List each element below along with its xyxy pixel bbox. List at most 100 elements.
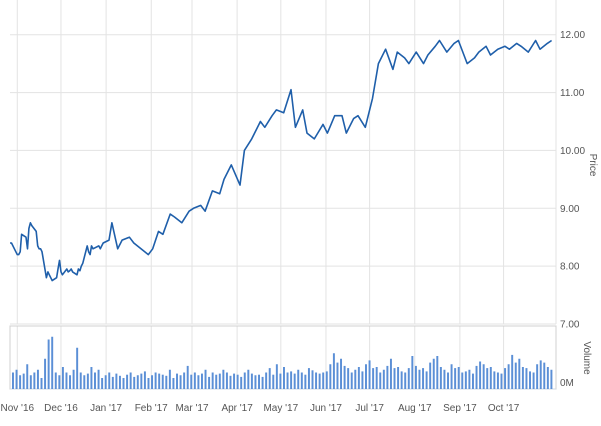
volume-bar: [504, 368, 507, 389]
volume-bar: [318, 373, 321, 389]
volume-bar: [389, 358, 392, 389]
volume-bars: [12, 336, 553, 389]
volume-bar: [154, 372, 157, 389]
volume-bar: [304, 374, 307, 389]
volume-bar: [265, 372, 268, 389]
volume-bar: [315, 372, 318, 389]
volume-bar: [290, 371, 293, 389]
volume-bar: [329, 364, 332, 389]
volume-bar: [200, 373, 203, 389]
volume-bar: [365, 364, 367, 389]
volume-bar: [179, 375, 182, 389]
volume-bar: [193, 372, 196, 389]
volume-bar: [297, 369, 300, 389]
volume-bar: [529, 371, 531, 389]
volume-bar: [286, 372, 289, 389]
volume-bar: [12, 372, 14, 389]
volume-bar: [272, 374, 275, 389]
volume-bar: [479, 361, 482, 389]
volume-bar: [525, 368, 528, 389]
volume-bar: [83, 375, 86, 389]
volume-bar: [372, 368, 375, 389]
volume-bar: [464, 371, 467, 389]
x-tick-label: Sep '17: [443, 403, 477, 414]
price-y-tick-label: 10.00: [560, 146, 585, 157]
volume-bar: [40, 378, 43, 389]
price-y-tick-label: 11.00: [560, 88, 585, 99]
volume-bar: [168, 369, 171, 389]
volume-bar: [432, 358, 435, 389]
volume-bar: [514, 362, 517, 389]
volume-bar: [275, 364, 278, 389]
volume-bar: [489, 367, 492, 389]
volume-bar: [190, 374, 193, 389]
volume-bar: [379, 372, 382, 389]
volume-bar: [197, 375, 200, 389]
volume-bar: [425, 371, 428, 389]
volume-bar: [468, 369, 471, 389]
volume-bar: [44, 358, 47, 389]
volume-bar: [439, 367, 442, 389]
volume-bar: [471, 373, 474, 389]
volume-bar: [543, 362, 546, 389]
volume-bar: [507, 364, 510, 389]
volume-bar: [215, 374, 218, 389]
volume-bar: [126, 374, 129, 389]
x-tick-label: Aug '17: [398, 403, 432, 414]
volume-bar: [176, 373, 178, 389]
volume-bar: [222, 369, 225, 389]
price-grid: [10, 0, 557, 325]
volume-bar: [33, 372, 36, 389]
volume-bar: [225, 372, 228, 389]
volume-bar: [518, 358, 521, 389]
volume-bar: [325, 371, 328, 389]
volume-bar: [240, 376, 243, 389]
price-y-tick-label: 7.00: [560, 320, 580, 331]
volume-bar: [133, 376, 136, 389]
volume-bar: [158, 373, 161, 389]
volume-bar: [233, 373, 236, 389]
price-line: [10, 39, 553, 282]
volume-bar: [258, 374, 260, 389]
x-tick-label: Mar '17: [175, 403, 208, 414]
volume-bar: [279, 373, 282, 389]
volume-bar: [382, 369, 385, 389]
volume-bar: [486, 368, 489, 389]
volume-bar: [311, 370, 314, 389]
volume-bar: [19, 375, 22, 389]
volume-bar: [47, 339, 50, 389]
volume-bar: [422, 368, 425, 389]
volume-bar: [147, 378, 150, 389]
volume-bar: [186, 365, 189, 389]
volume-bar: [54, 372, 57, 389]
volume-bar: [532, 372, 535, 389]
volume-bar: [457, 367, 460, 389]
volume-bar: [443, 369, 446, 389]
volume-bar: [436, 356, 439, 389]
volume-bar: [400, 371, 403, 389]
volume-bar: [26, 364, 29, 389]
volume-bar: [129, 372, 132, 389]
volume-bar: [521, 367, 524, 389]
volume-bar: [307, 368, 310, 389]
x-tick-label: Jul '17: [355, 403, 384, 414]
volume-bar: [500, 373, 503, 389]
volume-bar: [450, 364, 453, 389]
x-axis-ticks: Nov '16 Dec '16 Jan '17 Feb '17 Mar '17 Apr '…: [0, 403, 519, 414]
volume-bar: [69, 375, 72, 389]
volume-bar: [496, 372, 499, 389]
volume-bar: [136, 375, 139, 389]
volume-bar: [254, 375, 257, 389]
volume-bar: [511, 354, 514, 389]
volume-bar: [454, 368, 457, 389]
volume-bar: [104, 375, 107, 389]
volume-bar: [36, 369, 39, 389]
volume-bar: [15, 369, 18, 389]
volume-bar: [204, 369, 207, 389]
volume-bar: [250, 373, 253, 389]
volume-y-tick-label: 0M: [560, 378, 574, 389]
price-y-tick-label: 9.00: [560, 204, 580, 215]
volume-bar: [546, 367, 549, 389]
x-tick-label: Jan '17: [90, 403, 122, 414]
volume-bar: [97, 369, 100, 389]
